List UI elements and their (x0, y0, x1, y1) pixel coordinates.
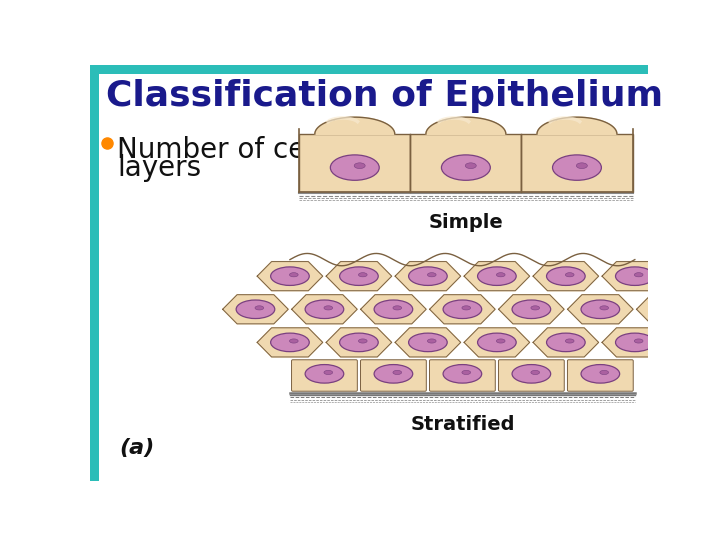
Polygon shape (326, 261, 392, 291)
Ellipse shape (531, 370, 539, 375)
Ellipse shape (374, 364, 413, 383)
Polygon shape (430, 295, 495, 324)
Text: Number of cell: Number of cell (117, 136, 321, 164)
Ellipse shape (236, 300, 275, 319)
Ellipse shape (600, 370, 608, 375)
Ellipse shape (393, 306, 402, 310)
Ellipse shape (462, 370, 471, 375)
Bar (300, 134, 410, 192)
Text: Simple: Simple (428, 213, 503, 232)
Polygon shape (533, 328, 598, 357)
FancyBboxPatch shape (430, 360, 495, 391)
Ellipse shape (512, 364, 551, 383)
FancyBboxPatch shape (292, 360, 357, 391)
FancyBboxPatch shape (567, 360, 633, 391)
Ellipse shape (443, 300, 482, 319)
FancyBboxPatch shape (361, 360, 426, 391)
Polygon shape (537, 117, 617, 134)
Ellipse shape (616, 267, 654, 286)
Ellipse shape (359, 339, 367, 343)
Ellipse shape (359, 273, 367, 277)
Text: Stratified: Stratified (410, 415, 515, 434)
Ellipse shape (581, 300, 620, 319)
Ellipse shape (340, 333, 378, 352)
Ellipse shape (477, 267, 516, 286)
Polygon shape (222, 295, 288, 324)
Bar (410, 134, 521, 192)
Ellipse shape (305, 300, 343, 319)
Ellipse shape (462, 306, 471, 310)
Ellipse shape (477, 333, 516, 352)
Ellipse shape (428, 339, 436, 343)
Bar (90, 74, 99, 481)
Ellipse shape (552, 155, 601, 180)
Polygon shape (361, 295, 426, 324)
Polygon shape (533, 261, 598, 291)
Ellipse shape (634, 339, 643, 343)
Ellipse shape (546, 333, 585, 352)
Polygon shape (257, 261, 323, 291)
Ellipse shape (324, 370, 333, 375)
Ellipse shape (271, 333, 310, 352)
Polygon shape (464, 328, 530, 357)
Polygon shape (602, 328, 667, 357)
Ellipse shape (354, 163, 365, 168)
Ellipse shape (443, 364, 482, 383)
Polygon shape (498, 295, 564, 324)
Ellipse shape (330, 155, 379, 180)
Ellipse shape (255, 306, 264, 310)
Polygon shape (292, 295, 357, 324)
Polygon shape (326, 328, 392, 357)
Ellipse shape (408, 333, 447, 352)
Ellipse shape (324, 306, 333, 310)
Ellipse shape (616, 333, 654, 352)
Polygon shape (636, 295, 702, 324)
Polygon shape (426, 117, 506, 134)
Ellipse shape (496, 273, 505, 277)
FancyBboxPatch shape (498, 360, 564, 391)
Ellipse shape (428, 273, 436, 277)
Ellipse shape (408, 267, 447, 286)
Ellipse shape (531, 306, 539, 310)
Ellipse shape (546, 267, 585, 286)
Polygon shape (602, 261, 667, 291)
Text: Classification of Epithelium: Classification of Epithelium (106, 79, 662, 113)
Ellipse shape (565, 273, 574, 277)
Ellipse shape (393, 370, 402, 375)
Ellipse shape (441, 155, 490, 180)
Ellipse shape (565, 339, 574, 343)
Text: (a): (a) (119, 438, 154, 458)
Ellipse shape (374, 300, 413, 319)
Ellipse shape (581, 364, 620, 383)
Polygon shape (395, 261, 461, 291)
Ellipse shape (271, 267, 310, 286)
Text: layers: layers (117, 154, 202, 182)
Bar (521, 134, 632, 192)
Ellipse shape (465, 163, 476, 168)
Ellipse shape (496, 339, 505, 343)
Ellipse shape (650, 300, 688, 319)
Polygon shape (257, 328, 323, 357)
Ellipse shape (576, 163, 588, 168)
Polygon shape (464, 261, 530, 291)
Polygon shape (315, 117, 395, 134)
Ellipse shape (634, 273, 643, 277)
Ellipse shape (600, 306, 608, 310)
Polygon shape (395, 328, 461, 357)
Ellipse shape (669, 306, 678, 310)
Ellipse shape (512, 300, 551, 319)
Ellipse shape (289, 273, 298, 277)
Ellipse shape (289, 339, 298, 343)
Ellipse shape (305, 364, 343, 383)
Bar (90, 65, 648, 74)
Polygon shape (567, 295, 633, 324)
Ellipse shape (340, 267, 378, 286)
